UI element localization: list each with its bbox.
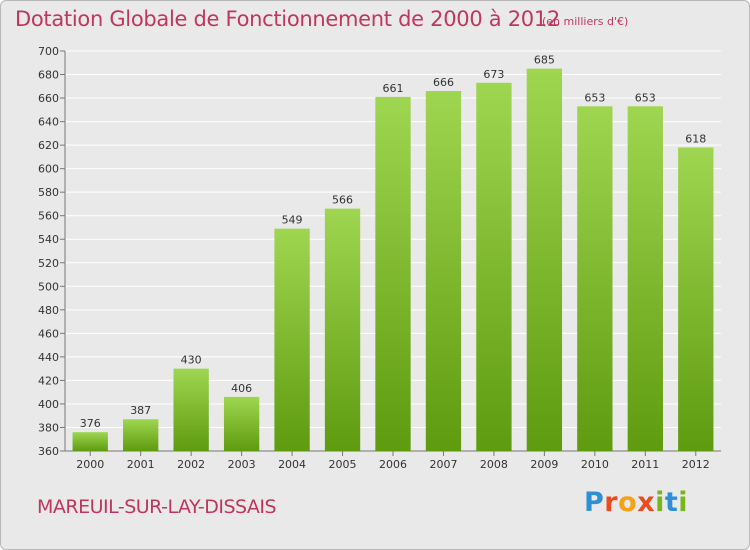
logo-letter: r	[604, 487, 619, 518]
x-tick-label: 2002	[177, 458, 205, 471]
bar-2006	[375, 96, 411, 451]
y-tick-label: 420	[38, 374, 59, 387]
logo-letter: o	[618, 487, 638, 518]
chart-title: Dotation Globale de Fonctionnement de 20…	[15, 7, 560, 31]
y-tick-label: 700	[38, 45, 59, 58]
bar-2003	[223, 396, 260, 451]
logo-letter: x	[637, 487, 656, 518]
x-tick-label: 2007	[429, 458, 457, 471]
x-tick-label: 2000	[76, 458, 104, 471]
bar-2009	[526, 68, 563, 451]
bar-2007	[425, 91, 462, 451]
y-tick-label: 480	[38, 304, 59, 317]
bar-2000	[72, 432, 108, 451]
y-tick-label: 560	[38, 210, 59, 223]
bars	[72, 68, 714, 451]
bar-2010	[577, 106, 613, 451]
x-tick-label: 2006	[379, 458, 407, 471]
logo-letter: i	[678, 487, 689, 518]
data-label: 430	[181, 354, 202, 367]
y-tick-label: 620	[38, 139, 59, 152]
logo-letter: i	[655, 487, 665, 518]
y-tick-label: 500	[38, 280, 59, 293]
bar-2005	[324, 208, 361, 451]
data-label: 566	[332, 194, 353, 207]
data-label: 666	[433, 76, 454, 89]
data-label: 661	[383, 82, 404, 95]
bar-2001	[123, 419, 159, 451]
y-tick-label: 460	[38, 327, 59, 340]
bar-2002	[173, 368, 209, 451]
data-labels: 376 387 430 406 549 566 661 666 673 685 653 653 618	[80, 54, 707, 431]
x-tick-label: 2001	[127, 458, 155, 471]
y-tick-label: 400	[38, 398, 59, 411]
data-label: 387	[130, 404, 151, 417]
bar-2012	[678, 147, 714, 451]
y-tick-label: 360	[38, 445, 59, 458]
data-label: 406	[231, 382, 252, 395]
x-tick-label: 2005	[329, 458, 357, 471]
bar-2004	[274, 228, 310, 451]
data-label: 653	[635, 91, 656, 104]
y-tick-label: 640	[38, 116, 59, 129]
y-tick-label: 380	[38, 421, 59, 434]
x-tick-label: 2004	[278, 458, 306, 471]
y-tick-label: 600	[38, 163, 59, 176]
x-tick-label: 2009	[530, 458, 558, 471]
commune-name: MAREUIL-SUR-LAY-DISSAIS	[37, 496, 277, 518]
y-tick-label: 440	[38, 351, 59, 364]
proxiti-logo: Proxiti	[584, 487, 688, 518]
bar-2011	[627, 106, 663, 451]
data-label: 618	[685, 132, 706, 145]
logo-letter: t	[664, 487, 679, 518]
x-tick-label: 2010	[581, 458, 609, 471]
data-label: 673	[483, 68, 504, 81]
y-tick-label: 680	[38, 69, 59, 82]
y-tick-label: 660	[38, 92, 59, 105]
x-tick-label: 2003	[228, 458, 256, 471]
data-label: 685	[534, 54, 555, 67]
data-label: 549	[282, 214, 303, 227]
y-tick-label: 520	[38, 257, 59, 270]
y-tick-label: 540	[38, 233, 59, 246]
data-label: 653	[584, 91, 605, 104]
chart-subtitle: (en milliers d'€)	[542, 15, 629, 28]
x-tick-label: 2011	[631, 458, 659, 471]
logo-letter: P	[584, 487, 605, 518]
bar-2008	[476, 82, 512, 451]
x-tick-label: 2012	[682, 458, 710, 471]
x-tick-label: 2008	[480, 458, 508, 471]
y-tick-label: 580	[38, 186, 59, 199]
data-label: 376	[80, 417, 101, 430]
